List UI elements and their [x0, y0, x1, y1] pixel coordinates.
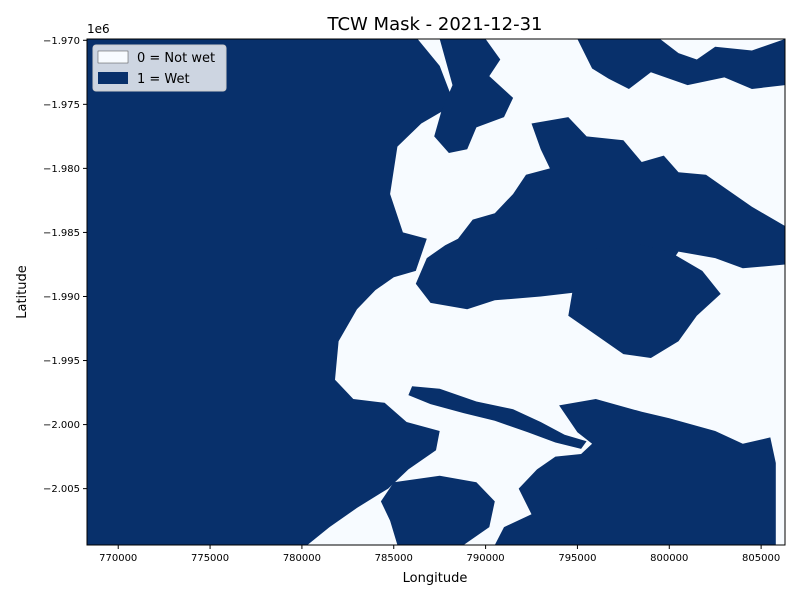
x-tick-label: 795000 — [558, 553, 596, 564]
y-tick-label: −1.970 — [43, 36, 80, 47]
y-tick-label: −1.980 — [43, 164, 80, 175]
x-tick-label: 805000 — [742, 553, 780, 564]
chart-title: TCW Mask - 2021-12-31 — [327, 14, 543, 35]
y-axis-label: Latitude — [15, 265, 30, 319]
legend-label-not-wet: 0 = Not wet — [137, 51, 215, 66]
y-tick-label: −1.975 — [43, 100, 80, 111]
y-tick-label: −1.990 — [43, 292, 80, 303]
x-axis-label: Longitude — [403, 571, 468, 586]
plot-area — [87, 39, 785, 545]
x-tick-label: 780000 — [283, 553, 321, 564]
legend-swatch-not-wet — [98, 51, 128, 63]
y-offset-label: 1e6 — [87, 22, 110, 36]
y-tick-label: −2.005 — [43, 484, 80, 495]
wet-region-southwest-wet-patch — [381, 476, 495, 545]
x-tick-label: 770000 — [99, 553, 137, 564]
legend-label-wet: 1 = Wet — [137, 72, 190, 87]
legend-swatch-wet — [98, 72, 128, 84]
x-tick-label: 800000 — [650, 553, 688, 564]
y-tick-label: −2.000 — [43, 420, 80, 431]
legend: 0 = Not wet 1 = Wet — [93, 45, 226, 91]
x-tick-label: 775000 — [191, 553, 229, 564]
x-tick-label: 790000 — [467, 553, 505, 564]
y-tick-label: −1.995 — [43, 356, 80, 367]
y-tick-label: −1.985 — [43, 228, 80, 239]
x-tick-label: 785000 — [375, 553, 413, 564]
